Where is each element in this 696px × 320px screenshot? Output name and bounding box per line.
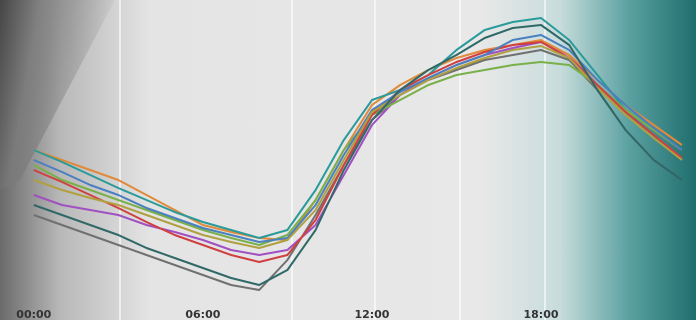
series-line bbox=[34, 50, 682, 290]
x-tick-label: 12:00 bbox=[354, 308, 389, 320]
x-tick-label: 00:00 bbox=[16, 308, 51, 320]
chart: 00:00 06:00 12:00 18:00 bbox=[0, 0, 696, 320]
x-tick-label: 06:00 bbox=[185, 308, 220, 320]
screenshot: 00:00 06:00 12:00 18:00 bbox=[0, 0, 696, 320]
series-line bbox=[34, 25, 682, 285]
x-tick-label: 18:00 bbox=[524, 308, 559, 320]
series-line bbox=[34, 62, 682, 245]
